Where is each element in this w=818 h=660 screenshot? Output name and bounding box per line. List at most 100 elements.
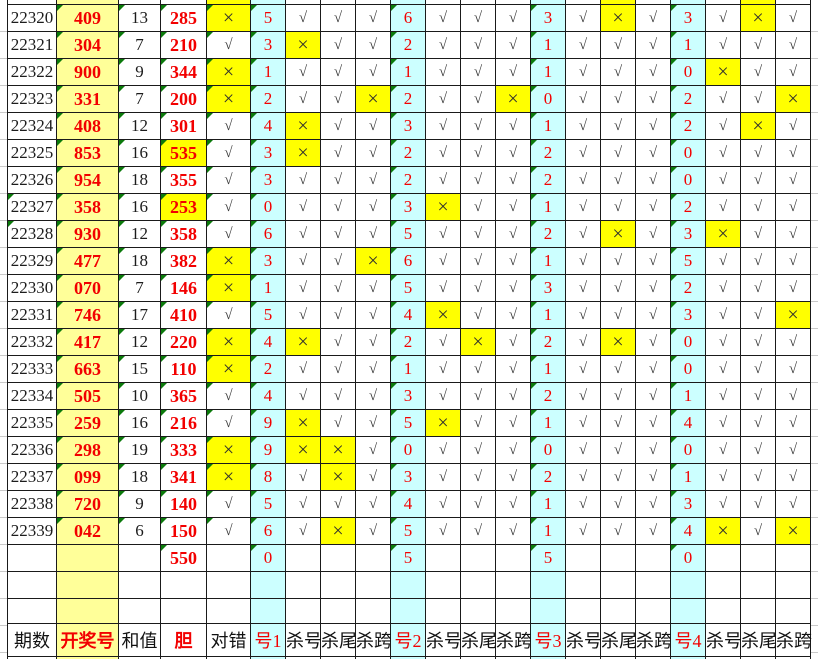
cell-kill-mark[interactable]: √ xyxy=(355,355,391,383)
sliver-cell[interactable] xyxy=(320,656,356,659)
spacer-cell[interactable] xyxy=(600,598,636,624)
cell-kill-mark[interactable]: √ xyxy=(320,4,356,32)
cell-result-mark[interactable]: √ xyxy=(206,382,251,410)
cell-kill-mark[interactable]: √ xyxy=(495,490,531,518)
cell-open-number[interactable]: 070 xyxy=(56,274,119,302)
cell-number-value[interactable]: 2 xyxy=(530,139,566,167)
cell-kill-mark[interactable]: × xyxy=(285,409,321,437)
cell-result-mark[interactable]: √ xyxy=(206,193,251,221)
cell-kill-mark[interactable]: √ xyxy=(775,4,811,32)
header-cell[interactable]: 杀号 xyxy=(425,623,462,657)
sliver-cell[interactable] xyxy=(705,656,741,659)
summary-empty-cell[interactable] xyxy=(7,544,57,572)
cell-kill-mark[interactable]: √ xyxy=(355,220,391,248)
cell-number-value[interactable]: 4 xyxy=(250,112,286,140)
cell-kill-mark[interactable]: √ xyxy=(635,490,671,518)
header-open-number[interactable]: 开奖号 xyxy=(56,623,119,657)
cell-kill-mark[interactable]: × xyxy=(355,85,391,113)
cell-number-value[interactable]: 5 xyxy=(250,490,286,518)
cell-kill-mark[interactable]: √ xyxy=(460,247,496,275)
cell-kill-mark[interactable]: √ xyxy=(635,355,671,383)
cell-kill-mark[interactable]: √ xyxy=(565,517,601,545)
cell-kill-mark[interactable]: √ xyxy=(565,301,601,329)
cell-number-value[interactable]: 0 xyxy=(390,436,426,464)
spacer-cell[interactable] xyxy=(160,598,207,624)
cell-kill-mark[interactable]: √ xyxy=(600,382,636,410)
cell-number-value[interactable]: 0 xyxy=(530,85,566,113)
cell-kill-mark[interactable]: × xyxy=(285,328,321,356)
cell-kill-mark[interactable]: √ xyxy=(285,220,321,248)
header-cell[interactable]: 杀跨 xyxy=(355,623,392,657)
cell-kill-mark[interactable]: √ xyxy=(635,409,671,437)
cell-open-number[interactable]: 331 xyxy=(56,85,119,113)
cell-dan-value[interactable]: 220 xyxy=(160,328,207,356)
spacer-cell[interactable] xyxy=(670,598,706,624)
cell-number-value[interactable]: 0 xyxy=(250,193,286,221)
cell-number-value[interactable]: 1 xyxy=(530,193,566,221)
cell-kill-mark[interactable]: √ xyxy=(425,382,461,410)
cell-period[interactable]: 22322 xyxy=(7,58,57,86)
summary-empty-cell[interactable] xyxy=(355,544,391,572)
spacer-cell[interactable] xyxy=(250,571,286,599)
cell-kill-mark[interactable]: √ xyxy=(355,58,391,86)
cell-kill-mark[interactable]: √ xyxy=(635,193,671,221)
cell-kill-mark[interactable]: √ xyxy=(705,436,741,464)
cell-kill-mark[interactable]: × xyxy=(740,4,776,32)
cell-kill-mark[interactable]: √ xyxy=(740,220,776,248)
cell-kill-mark[interactable]: √ xyxy=(565,139,601,167)
cell-kill-mark[interactable]: √ xyxy=(460,85,496,113)
cell-number-value[interactable]: 2 xyxy=(390,85,426,113)
spacer-cell[interactable] xyxy=(56,598,119,624)
header-cell[interactable]: 杀尾 xyxy=(740,623,777,657)
cell-dan-value[interactable]: 140 xyxy=(160,490,207,518)
cell-kill-mark[interactable]: √ xyxy=(495,58,531,86)
cell-number-value[interactable]: 0 xyxy=(670,139,706,167)
cell-kill-mark[interactable]: √ xyxy=(320,409,356,437)
cell-kill-mark[interactable]: √ xyxy=(740,247,776,275)
cell-number-value[interactable]: 1 xyxy=(530,31,566,59)
cell-number-value[interactable]: 5 xyxy=(390,517,426,545)
cell-number-value[interactable]: 3 xyxy=(250,31,286,59)
cell-kill-mark[interactable]: √ xyxy=(355,436,391,464)
cell-period[interactable]: 22328 xyxy=(7,220,57,248)
cell-kill-mark[interactable]: √ xyxy=(320,328,356,356)
cell-kill-mark[interactable]: × xyxy=(775,301,811,329)
cell-period[interactable]: 22337 xyxy=(7,463,57,491)
cell-kill-mark[interactable]: √ xyxy=(355,328,391,356)
spacer-cell[interactable] xyxy=(355,598,391,624)
cell-kill-mark[interactable]: × xyxy=(600,220,636,248)
summary-empty-cell[interactable] xyxy=(600,544,636,572)
cell-dan-value[interactable]: 365 xyxy=(160,382,207,410)
header-cell[interactable]: 杀跨 xyxy=(635,623,672,657)
cell-number-value[interactable]: 4 xyxy=(250,328,286,356)
cell-kill-mark[interactable]: √ xyxy=(775,247,811,275)
cell-kill-mark[interactable]: √ xyxy=(425,328,461,356)
cell-number-value[interactable]: 0 xyxy=(670,436,706,464)
cell-dan-value[interactable]: 146 xyxy=(160,274,207,302)
cell-kill-mark[interactable]: √ xyxy=(740,139,776,167)
cell-period[interactable]: 22336 xyxy=(7,436,57,464)
cell-kill-mark[interactable]: √ xyxy=(355,274,391,302)
cell-kill-mark[interactable]: √ xyxy=(495,112,531,140)
cell-open-number[interactable]: 853 xyxy=(56,139,119,167)
spacer-cell[interactable] xyxy=(530,571,566,599)
cell-sum-value[interactable]: 10 xyxy=(118,382,161,410)
cell-kill-mark[interactable]: √ xyxy=(355,112,391,140)
cell-number-value[interactable]: 9 xyxy=(250,436,286,464)
cell-dan-value[interactable]: 285 xyxy=(160,4,207,32)
cell-period[interactable]: 22327 xyxy=(7,193,57,221)
cell-kill-mark[interactable]: √ xyxy=(320,247,356,275)
cell-kill-mark[interactable]: √ xyxy=(460,31,496,59)
cell-number-value[interactable]: 4 xyxy=(390,490,426,518)
cell-kill-mark[interactable]: √ xyxy=(320,112,356,140)
cell-number-value[interactable]: 3 xyxy=(390,382,426,410)
cell-kill-mark[interactable]: √ xyxy=(600,85,636,113)
cell-number-value[interactable]: 1 xyxy=(530,301,566,329)
cell-kill-mark[interactable]: √ xyxy=(460,193,496,221)
cell-kill-mark[interactable]: √ xyxy=(425,112,461,140)
cell-kill-mark[interactable]: √ xyxy=(565,274,601,302)
cell-kill-mark[interactable]: √ xyxy=(565,4,601,32)
cell-number-value[interactable]: 2 xyxy=(390,31,426,59)
cell-result-mark[interactable]: √ xyxy=(206,139,251,167)
cell-open-number[interactable]: 298 xyxy=(56,436,119,464)
